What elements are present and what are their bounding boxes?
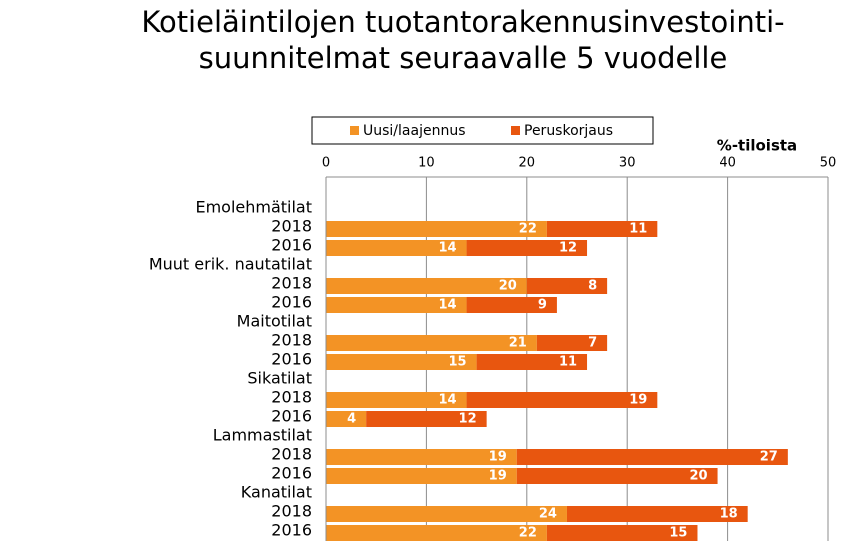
value-label: 8	[588, 279, 597, 294]
x-tick-label: 40	[719, 156, 736, 171]
bar-segment	[326, 240, 467, 256]
x-tick-label: 10	[418, 156, 435, 171]
value-label: 11	[629, 222, 647, 237]
bar-segment	[326, 297, 467, 313]
x-axis-label: %-tiloista	[717, 137, 797, 155]
value-label: 14	[438, 298, 456, 313]
y-tick-label: Lammastilat	[213, 426, 312, 445]
bar-segment	[326, 449, 517, 465]
legend-box	[311, 116, 654, 145]
y-tick-label: 2016	[271, 236, 312, 255]
bar-segment	[546, 525, 698, 541]
value-label: 7	[588, 336, 597, 351]
bar-segment	[516, 468, 718, 484]
y-tick-label: 2016	[271, 293, 312, 312]
bar-segment	[326, 221, 547, 237]
x-tick-label: 50	[820, 156, 837, 171]
bar-segment	[476, 354, 588, 370]
y-tick-label: Muut erik. nautatilat	[149, 255, 312, 274]
value-label: 14	[438, 393, 456, 408]
value-label: 20	[499, 279, 517, 294]
y-tick-label: 2016	[271, 464, 312, 483]
bar-segment	[326, 392, 467, 408]
bar-segment	[326, 335, 537, 351]
value-label: 18	[720, 507, 738, 522]
y-tick-label: 2016	[271, 521, 312, 540]
value-label: 19	[629, 393, 647, 408]
bar-segment	[516, 449, 788, 465]
chart-title: Kotieläintilojen tuotantorakennusinvesto…	[141, 5, 785, 75]
value-label: 24	[539, 507, 557, 522]
bar-segment	[546, 221, 658, 237]
legend-swatch	[511, 126, 520, 135]
value-label: 9	[538, 298, 547, 313]
value-label: 19	[489, 469, 507, 484]
legend-label: Uusi/laajennus	[363, 123, 465, 139]
value-label: 11	[559, 355, 577, 370]
y-tick-label: 2018	[271, 274, 312, 293]
y-tick-label: 2018	[271, 331, 312, 350]
y-tick-label: 2018	[271, 445, 312, 464]
bar-segment	[326, 468, 517, 484]
value-label: 27	[760, 450, 778, 465]
value-label: 12	[459, 412, 477, 427]
y-tick-label: Sikatilat	[247, 369, 312, 388]
y-tick-label: Maitotilat	[237, 312, 312, 331]
bar-segment	[326, 525, 547, 541]
bar-segment	[366, 411, 487, 427]
value-label: 15	[669, 526, 687, 541]
value-label: 14	[438, 241, 456, 256]
legend-label: Peruskorjaus	[524, 123, 613, 139]
bar-segment	[326, 278, 527, 294]
bar-segment	[326, 411, 367, 427]
bar-segment	[466, 392, 658, 408]
value-label: 19	[489, 450, 507, 465]
x-tick-label: 20	[519, 156, 536, 171]
y-tick-label: Kanatilat	[241, 483, 312, 502]
y-tick-label: Emolehmätilat	[195, 198, 312, 217]
bar-segment	[526, 278, 608, 294]
value-label: 15	[449, 355, 467, 370]
bar-segment	[326, 506, 567, 522]
y-tick-label: 2018	[271, 217, 312, 236]
value-label: 22	[519, 526, 537, 541]
y-tick-label: 2016	[271, 350, 312, 369]
bar-segment	[326, 354, 477, 370]
x-tick-label: 0	[322, 156, 330, 171]
bar-segment	[566, 506, 748, 522]
bar-segment	[536, 335, 608, 351]
value-label: 12	[559, 241, 577, 256]
value-label: 21	[509, 336, 527, 351]
x-tick-label: 30	[619, 156, 636, 171]
y-tick-label: 2016	[271, 407, 312, 426]
legend-swatch	[350, 126, 359, 135]
bar-segment	[466, 240, 588, 256]
bar-segment	[466, 297, 557, 313]
y-tick-label: 2018	[271, 502, 312, 521]
y-tick-label: 2018	[271, 388, 312, 407]
value-label: 4	[347, 412, 356, 427]
value-label: 20	[689, 469, 707, 484]
value-label: 22	[519, 222, 537, 237]
